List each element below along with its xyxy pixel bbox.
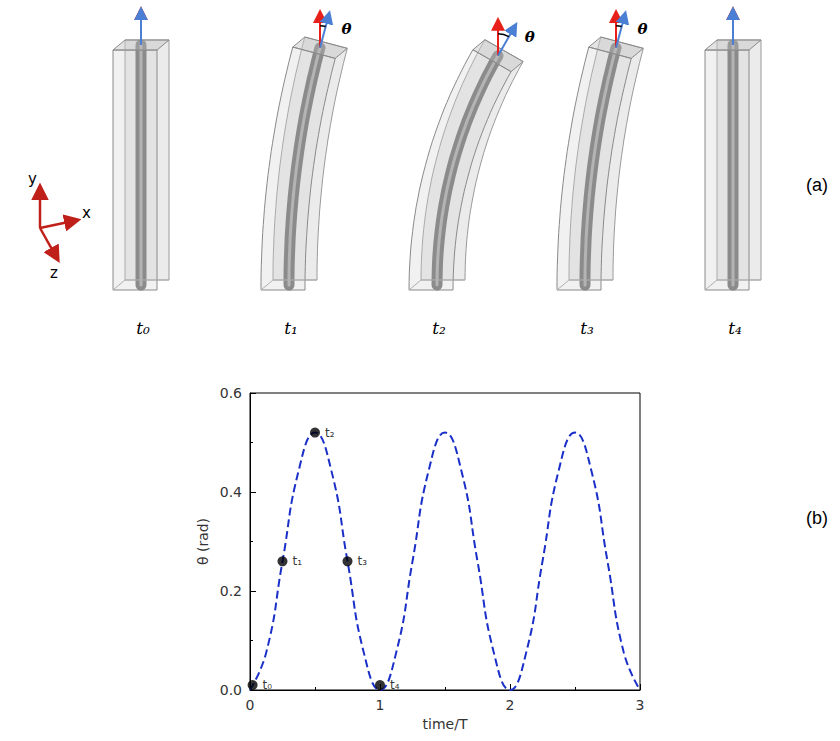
svg-text:θ: θ xyxy=(638,20,648,38)
html-text:(a): (a) xyxy=(806,175,828,195)
svg-text:θ: θ xyxy=(342,20,352,38)
svg-text:t₁: t₁ xyxy=(284,318,298,338)
svg-text:t₄: t₄ xyxy=(390,678,400,692)
svg-text:t₃: t₃ xyxy=(358,554,368,568)
svg-text:t₀: t₀ xyxy=(263,678,273,692)
svg-text:0.6: 0.6 xyxy=(220,385,242,401)
svg-text:0.2: 0.2 xyxy=(220,583,242,599)
svg-text:t₂: t₂ xyxy=(325,426,335,440)
svg-text:0.0: 0.0 xyxy=(220,682,242,698)
svg-text:z: z xyxy=(50,264,58,282)
svg-text:3: 3 xyxy=(636,697,645,713)
svg-text:t₁: t₁ xyxy=(293,554,303,568)
svg-text:2: 2 xyxy=(506,697,515,713)
svg-text:0.4: 0.4 xyxy=(220,484,242,500)
svg-text:θ: θ xyxy=(525,28,535,46)
svg-text:t₂: t₂ xyxy=(432,318,446,338)
svg-text:0: 0 xyxy=(246,697,255,713)
svg-text:time/T: time/T xyxy=(423,716,468,732)
svg-text:t₃: t₃ xyxy=(580,318,594,338)
svg-text:y: y xyxy=(28,170,37,188)
html-text:(b): (b) xyxy=(806,508,828,528)
svg-text:t₀: t₀ xyxy=(136,318,150,338)
svg-text:x: x xyxy=(82,204,91,222)
svg-text:1: 1 xyxy=(376,697,385,713)
svg-text:θ (rad): θ (rad) xyxy=(195,518,211,565)
svg-text:t₄: t₄ xyxy=(728,318,742,338)
